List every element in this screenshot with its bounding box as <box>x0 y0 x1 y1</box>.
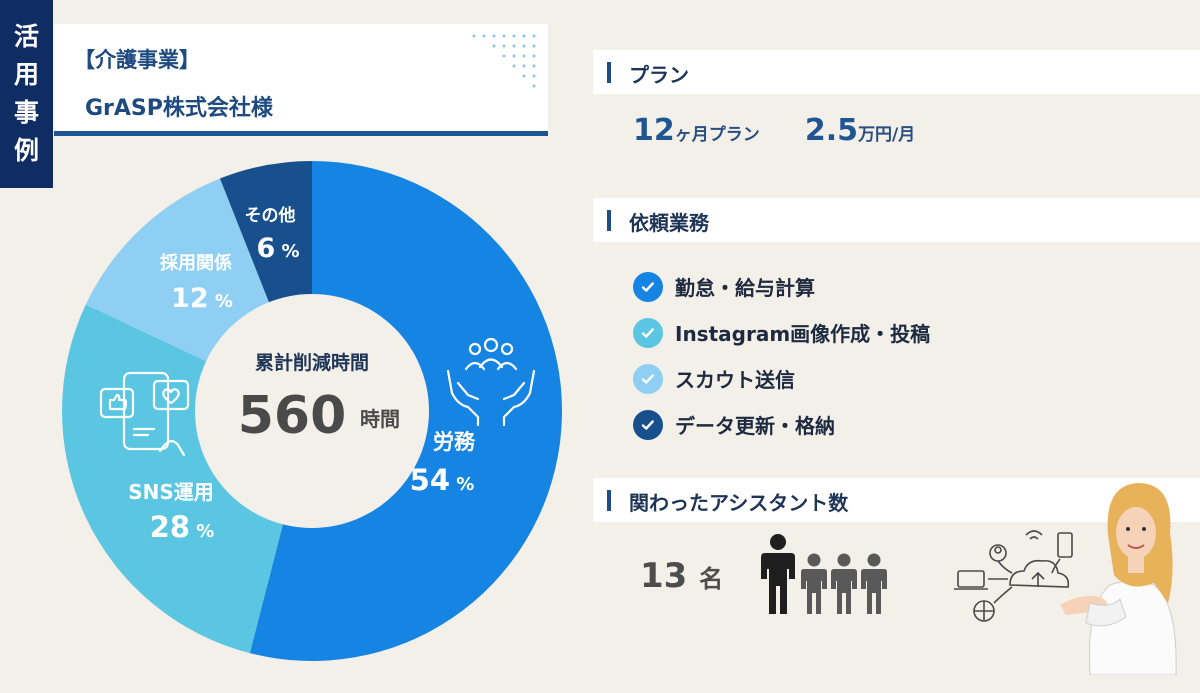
slice-label-sns: SNS運用 <box>128 480 214 504</box>
company-card: 【介護事業】 GrASP株式会社様 <box>54 24 548 136</box>
side-tag-char: 活 <box>13 22 39 51</box>
side-tag: 活 用 事 例 <box>0 0 53 188</box>
slice-value-sns: 28 % <box>150 510 215 544</box>
assistants-title: 関わったアシスタント数 <box>629 491 849 515</box>
assistant-count: 13 名 <box>640 556 723 596</box>
task-label: データ更新・格納 <box>675 414 835 438</box>
plan-months-unit: ヶ月プラン <box>674 125 760 145</box>
center-title: 累計削減時間 <box>255 351 369 374</box>
side-tag-char: 用 <box>13 60 39 89</box>
center-value: 560 <box>238 386 347 446</box>
company-name: GrASP株式会社様 <box>85 96 273 121</box>
plan-section-header: プラン <box>593 50 1200 94</box>
cloud-network-icon <box>954 530 1073 622</box>
section-accent-bar <box>607 62 611 83</box>
section-accent-bar <box>607 490 611 511</box>
check-circle-icon <box>633 410 663 440</box>
plan-price-value: 2.5 <box>804 113 859 148</box>
check-circle-icon <box>633 272 663 302</box>
person-icon <box>761 534 795 614</box>
check-circle-icon <box>633 364 663 394</box>
care-hands-icon <box>446 337 536 427</box>
person-icon <box>831 553 857 614</box>
slice-value-other: 6 % <box>256 233 299 264</box>
tasks-section-header: 依頼業務 <box>593 198 1200 242</box>
slice-value-recruit: 12 % <box>171 283 233 314</box>
task-label: Instagram画像作成・投稿 <box>675 322 931 346</box>
side-tag-char: 例 <box>13 136 39 165</box>
side-tag-char: 事 <box>13 98 39 127</box>
slice-label-other: その他 <box>245 205 296 226</box>
center-unit: 時間 <box>360 407 400 431</box>
task-label: 勤怠・給与計算 <box>675 276 815 300</box>
assistant-count-unit: 名 <box>699 565 724 593</box>
section-accent-bar <box>607 210 611 231</box>
assistants-section-header: 関わったアシスタント数 <box>593 478 1200 522</box>
slice-label-recruit: 採用関係 <box>160 252 232 274</box>
plan-title: プラン <box>629 63 689 87</box>
company-category: 【介護事業】 <box>74 48 200 72</box>
plan-price-unit: 万円/月 <box>858 125 916 145</box>
plan-detail: 12ヶ月プラン 2.5万円/月 <box>633 113 915 148</box>
people-icon-group <box>761 534 887 614</box>
donut-hole <box>195 294 429 528</box>
sns-phone-icon <box>99 371 190 457</box>
task-label: スカウト送信 <box>675 368 795 392</box>
slice-value-roumu: 54 % <box>410 463 475 497</box>
assistant-illustration <box>954 483 1177 675</box>
slice-label-roumu: 労務 <box>433 430 476 454</box>
assistant-count-value: 13 <box>640 556 688 596</box>
plan-months-value: 12 <box>633 113 675 148</box>
person-icon <box>861 553 887 614</box>
tasks-title: 依頼業務 <box>629 211 709 235</box>
check-circle-icon <box>633 318 663 348</box>
person-icon <box>801 553 827 614</box>
woman-figure <box>1060 483 1177 675</box>
dot-pattern-decoration <box>472 34 536 88</box>
donut-chart: 累計削減時間 560 時間 労務 54 % SNS運用 28 % 採用関係 12… <box>62 161 562 661</box>
